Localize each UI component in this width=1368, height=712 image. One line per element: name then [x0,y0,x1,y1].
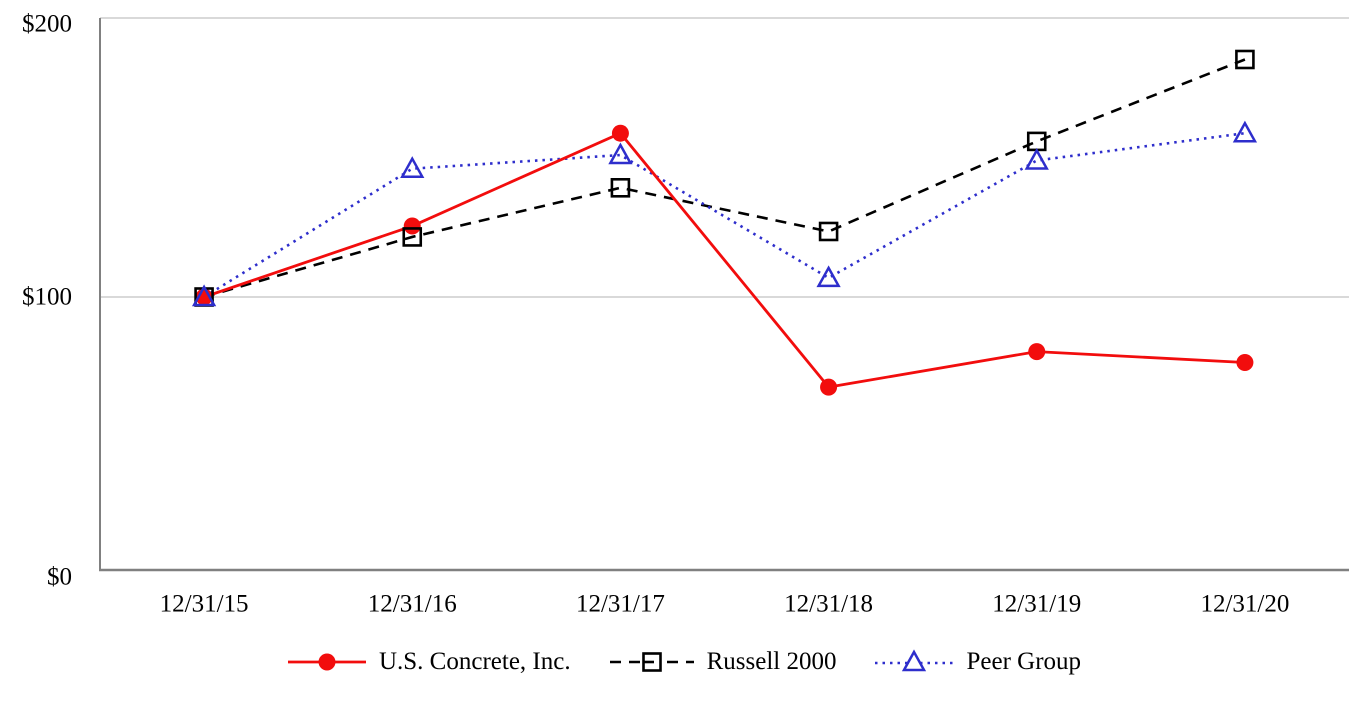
chart-legend: U.S. Concrete, Inc. Russell 2000 Peer Gr… [0,648,1368,676]
series-line-0 [203,131,1245,389]
data-point-triangle [400,156,425,178]
legend-label-peer-group: Peer Group [966,648,1082,675]
y-tick-label: $200 [22,11,72,38]
chart-canvas: $0 $100 $200 12/31/15 12/31/16 12/31/17 12/31/… [22,11,1349,618]
x-tick-label: 12/31/16 [368,591,457,618]
legend-marker-filled-circle-icon [287,653,366,671]
data-point-square [1026,131,1047,152]
data-point-square [1235,49,1255,70]
data-point-circle [820,378,838,396]
x-tick-label: 12/31/19 [992,591,1081,618]
legend-item-russell-2000: Russell 2000 [609,648,837,676]
series-line-2 [203,131,1246,299]
data-point-circle [611,124,629,142]
x-tick-label: 12/31/20 [1200,591,1289,618]
data-point-circle [1236,354,1254,372]
legend-item-us-concrete: U.S. Concrete, Inc. [287,648,571,676]
legend-marker-open-square-icon [609,652,694,672]
data-point-square [402,227,423,247]
y-tick-label: $0 [47,564,72,591]
legend-label-russell-2000: Russell 2000 [706,648,837,675]
x-tick-label: 12/31/18 [784,591,873,618]
data-point-square [818,221,839,242]
legend-marker-open-triangle-icon [875,649,954,672]
x-tick-label: 12/31/17 [576,591,665,618]
data-point-triangle [608,142,633,165]
data-point-triangle [816,265,841,288]
data-point-circle [403,217,421,235]
data-point-square [610,178,631,198]
legend-label-us-concrete: U.S. Concrete, Inc. [378,648,571,675]
series-line-1 [203,58,1246,299]
data-point-circle [1028,343,1046,361]
data-point-triangle [1024,147,1049,170]
data-point-triangle [191,284,217,307]
data-point-triangle [1232,120,1258,143]
x-tick-label: 12/31/15 [160,591,249,618]
legend-item-peer-group: Peer Group [874,648,1081,676]
y-tick-label: $100 [22,284,72,311]
